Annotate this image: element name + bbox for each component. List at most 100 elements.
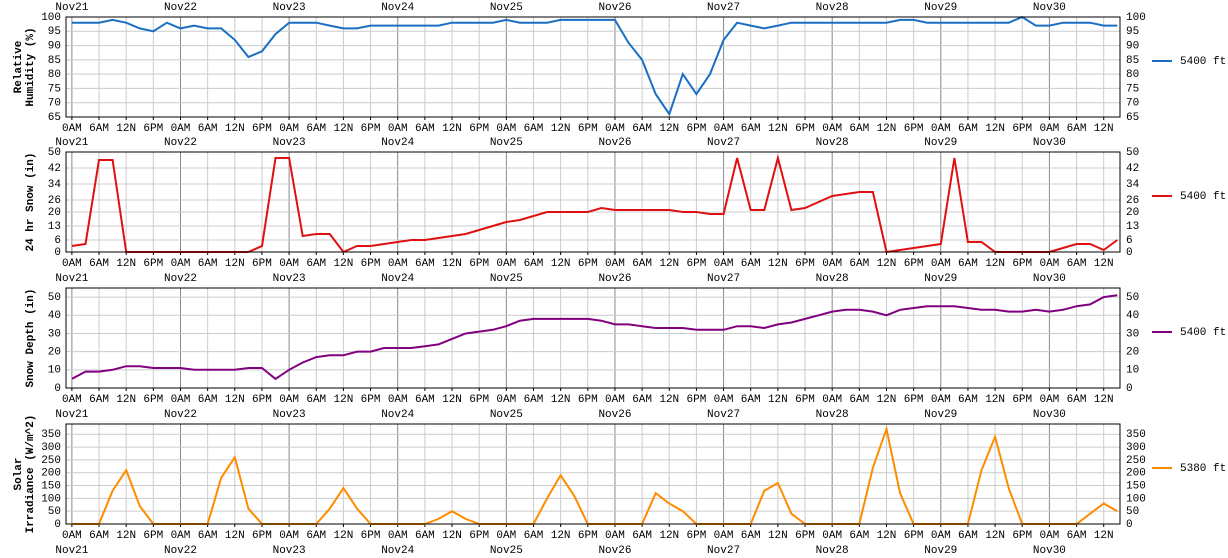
x-tick-label: 12N: [1094, 258, 1114, 270]
legend-label: 5400 ft: [1180, 56, 1226, 68]
x-tick-label: 0AM: [822, 530, 842, 542]
y2-tick-label: 40: [1126, 310, 1139, 322]
x-tick-label: 0AM: [388, 394, 408, 406]
x-tick-label: 0AM: [62, 258, 82, 270]
x-tick-label: 6AM: [415, 123, 435, 135]
y-tick-label: 20: [48, 347, 61, 359]
y-axis-title: Snow Depth (in): [25, 288, 37, 387]
day-label: Nov24: [381, 273, 414, 285]
x-tick-label: 0AM: [171, 258, 191, 270]
x-tick-label: 6AM: [415, 258, 435, 270]
x-tick-label: 6PM: [904, 123, 924, 135]
x-tick-label: 6AM: [632, 123, 652, 135]
x-tick-label: 0AM: [62, 394, 82, 406]
x-tick-label: 0AM: [496, 530, 516, 542]
day-label: Nov23: [273, 545, 306, 557]
x-tick-label: 12N: [551, 258, 571, 270]
y2-tick-label: 200: [1126, 468, 1146, 480]
day-label: Nov23: [273, 2, 306, 14]
x-tick-label: 6PM: [795, 530, 815, 542]
x-tick-label: 12N: [659, 123, 679, 135]
y-tick-label: 65: [48, 112, 61, 124]
x-tick-label: 6PM: [687, 530, 707, 542]
x-tick-label: 12N: [225, 530, 245, 542]
day-label: Nov27: [707, 273, 740, 285]
x-tick-label: 6AM: [306, 394, 326, 406]
plot-background: [66, 288, 1120, 388]
y2-tick-label: 90: [1126, 40, 1139, 52]
x-tick-label: 12N: [1094, 394, 1114, 406]
day-label: Nov23: [273, 409, 306, 421]
x-tick-label: 6PM: [361, 394, 381, 406]
x-tick-label: 6PM: [252, 394, 272, 406]
x-tick-label: 12N: [334, 530, 354, 542]
day-label: Nov26: [598, 545, 631, 557]
x-tick-label: 0AM: [62, 530, 82, 542]
x-tick-label: 6PM: [1012, 394, 1032, 406]
y-tick-label: 50: [48, 147, 61, 159]
day-label: Nov22: [164, 273, 197, 285]
y2-tick-label: 30: [1126, 328, 1139, 340]
legend-label: 5380 ft: [1180, 463, 1226, 475]
x-tick-label: 0AM: [496, 394, 516, 406]
y-tick-label: 300: [41, 442, 61, 454]
x-tick-label: 6PM: [687, 394, 707, 406]
day-label: Nov28: [816, 137, 849, 149]
day-label: Nov24: [381, 545, 414, 557]
x-tick-label: 12N: [768, 123, 788, 135]
x-tick-label: 6PM: [361, 258, 381, 270]
x-tick-label: 0AM: [931, 394, 951, 406]
y-axis-title: Solar: [13, 457, 25, 490]
x-tick-label: 6AM: [524, 394, 544, 406]
x-tick-label: 0AM: [605, 530, 625, 542]
day-label: Nov27: [707, 409, 740, 421]
day-label: Nov22: [164, 137, 197, 149]
y-tick-label: 0: [54, 519, 61, 531]
x-tick-label: 0AM: [279, 123, 299, 135]
day-label: Nov29: [924, 273, 957, 285]
x-tick-label: 0AM: [605, 394, 625, 406]
x-tick-label: 0AM: [822, 394, 842, 406]
y2-tick-label: 150: [1126, 480, 1146, 492]
y-tick-label: 75: [48, 83, 61, 95]
x-tick-label: 0AM: [279, 394, 299, 406]
x-tick-label: 6AM: [198, 123, 218, 135]
x-tick-label: 6AM: [958, 530, 978, 542]
x-tick-label: 6PM: [252, 258, 272, 270]
day-label: Nov24: [381, 2, 414, 14]
y2-tick-label: 20: [1126, 347, 1139, 359]
x-tick-label: 12N: [442, 123, 462, 135]
legend-label: 5400 ft: [1180, 191, 1226, 203]
day-label: Nov29: [924, 2, 957, 14]
x-tick-label: 6PM: [469, 530, 489, 542]
y2-tick-label: 26: [1126, 195, 1139, 207]
x-tick-label: 6PM: [143, 123, 163, 135]
x-tick-label: 6PM: [578, 394, 598, 406]
x-tick-label: 6PM: [361, 123, 381, 135]
x-tick-label: 6PM: [795, 394, 815, 406]
x-tick-label: 6PM: [143, 394, 163, 406]
x-tick-label: 12N: [985, 258, 1005, 270]
y2-tick-label: 34: [1126, 179, 1140, 191]
x-tick-label: 12N: [551, 123, 571, 135]
x-tick-label: 12N: [551, 530, 571, 542]
x-tick-label: 12N: [551, 394, 571, 406]
day-label: Nov27: [707, 2, 740, 14]
y-tick-label: 350: [41, 429, 61, 441]
x-tick-label: 12N: [659, 394, 679, 406]
x-tick-label: 6AM: [632, 394, 652, 406]
x-tick-label: 6AM: [741, 530, 761, 542]
y-tick-label: 6: [54, 235, 61, 247]
x-tick-label: 6AM: [849, 258, 869, 270]
x-tick-label: 6AM: [198, 530, 218, 542]
y-tick-label: 100: [41, 12, 61, 24]
y2-tick-label: 85: [1126, 55, 1139, 67]
x-tick-label: 6AM: [849, 530, 869, 542]
day-label: Nov25: [490, 2, 523, 14]
x-tick-label: 6AM: [632, 530, 652, 542]
x-tick-label: 6AM: [89, 123, 109, 135]
x-tick-label: 0AM: [171, 530, 191, 542]
day-label: Nov25: [490, 137, 523, 149]
day-label: Nov29: [924, 409, 957, 421]
